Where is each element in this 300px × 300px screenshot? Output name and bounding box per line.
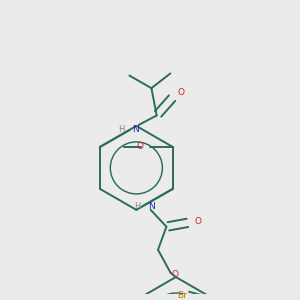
Text: O: O (177, 88, 184, 97)
Text: O: O (136, 142, 143, 151)
Text: H: H (118, 124, 125, 134)
Text: O: O (194, 217, 201, 226)
Text: N: N (148, 202, 154, 211)
Text: N: N (132, 124, 139, 134)
Text: Br: Br (177, 291, 187, 300)
Text: O: O (171, 271, 178, 280)
Text: H: H (134, 202, 141, 211)
